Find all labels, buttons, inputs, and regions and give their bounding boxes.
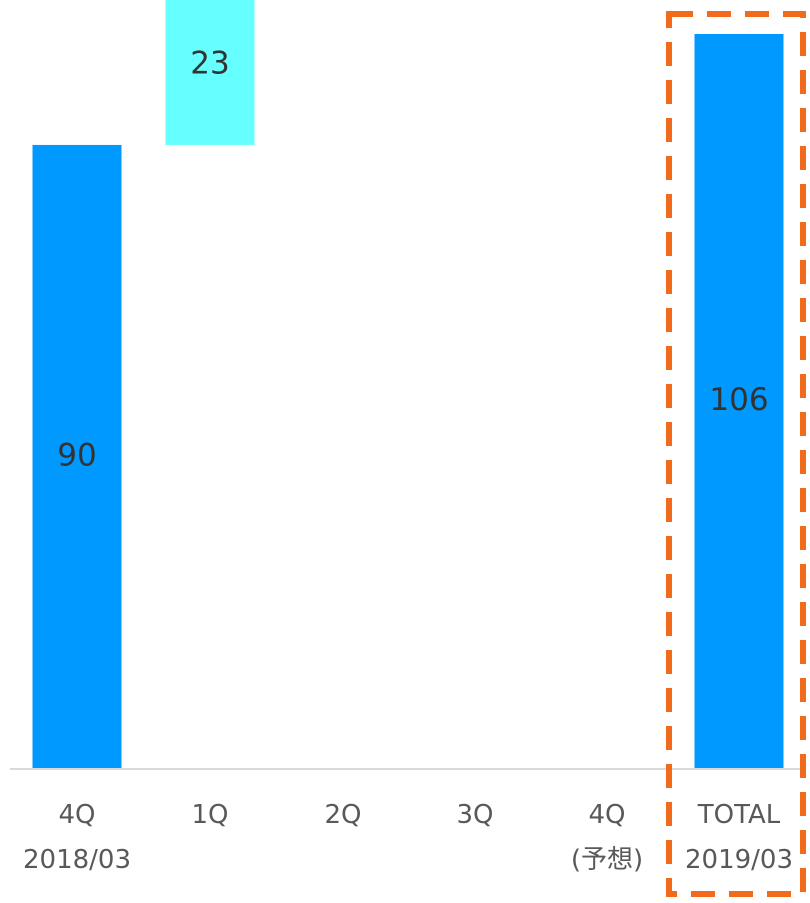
x-tick-sublabel-0: 2018/03 — [23, 845, 131, 875]
bar-1 — [165, 0, 255, 145]
x-tick-label-3: 3Q — [456, 800, 493, 830]
bar-value-label-5: 106 — [709, 382, 768, 418]
bar-0 — [32, 144, 122, 770]
highlight-dashed-box — [666, 11, 806, 897]
x-tick-sublabel-4: (予想) — [571, 845, 643, 875]
bars-layer — [32, 0, 784, 770]
bar-value-label-0: 90 — [57, 437, 96, 473]
bar-5 — [694, 34, 784, 769]
bar-value-label-1: 23 — [190, 46, 229, 82]
x-tick-label-4: 4Q — [588, 800, 625, 830]
x-tick-label-0: 4Q — [58, 800, 95, 830]
x-tick-labels-layer: 4Q 2018/03 1Q 2Q 3Q 4Q (予想) TOTAL 2019/03 — [23, 800, 793, 875]
x-tick-sublabel-5: 2019/03 — [685, 845, 793, 875]
x-tick-label-1: 1Q — [191, 800, 228, 830]
x-tick-label-5: TOTAL — [697, 800, 781, 830]
value-labels-layer: 9023252533106 — [57, 46, 768, 474]
x-tick-label-2: 2Q — [324, 800, 361, 830]
